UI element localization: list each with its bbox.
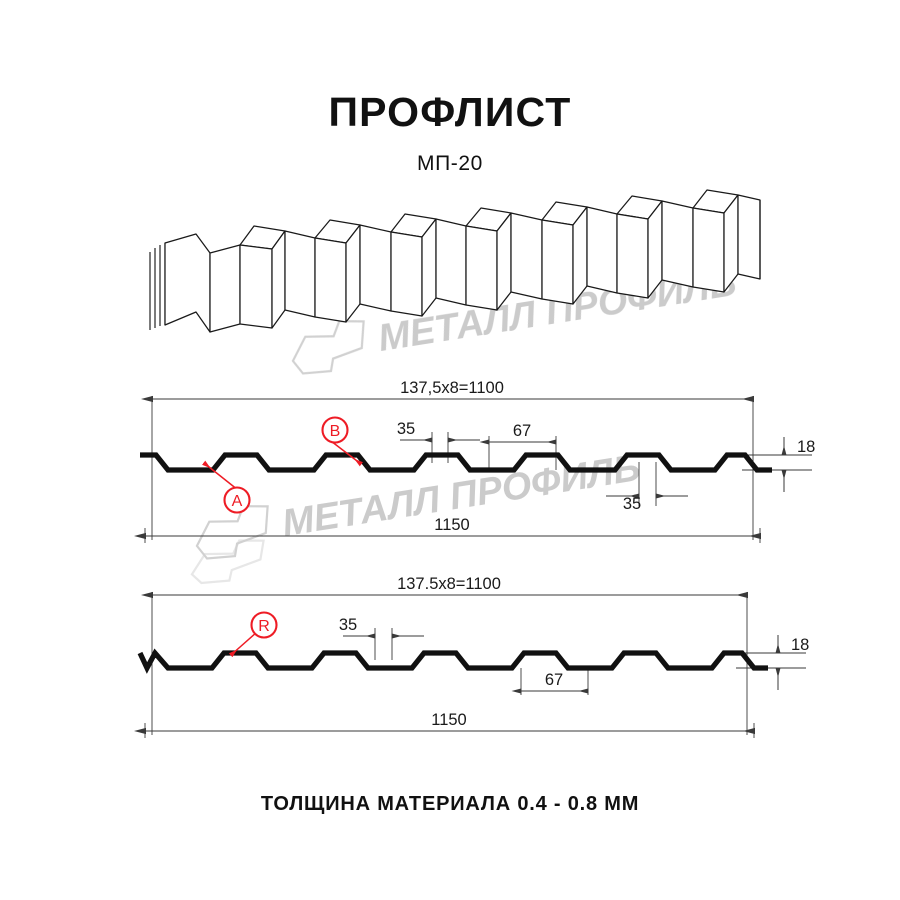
- header: ПРОФЛИСТ МП-20: [0, 0, 900, 176]
- callout-b: B: [321, 416, 363, 467]
- section-top: 137,5x8=1100 1150 35: [134, 379, 815, 543]
- dimension-label-rib-top-width-lower: 35: [623, 495, 641, 513]
- material-thickness-caption: ТОЛЩИНА МАТЕРИАЛА 0.4 - 0.8 ММ: [260, 793, 640, 815]
- watermark-text: МЕТАЛЛ ПРОФИЛЬ: [279, 447, 643, 545]
- dimension-rib-height: 18: [775, 635, 809, 690]
- dimension-overall-width: 1150: [134, 711, 755, 738]
- dimension-label-valley-width: 67: [513, 422, 531, 440]
- dimension-label-rib-top-width: 35: [339, 616, 357, 634]
- sheet-cut-edge: [149, 243, 166, 330]
- dimension-rib-top-width-lower: 35: [606, 493, 688, 513]
- page-title: ПРОФЛИСТ: [328, 89, 572, 135]
- dimension-pitch-total: 137.5x8=1100: [141, 575, 748, 599]
- profile-outline-bottom: [137, 648, 768, 674]
- page-subtitle: МП-20: [417, 152, 483, 175]
- dimension-rib-top-width: 35: [339, 616, 424, 639]
- dimension-rib-top-width: 35: [397, 420, 480, 443]
- callout-a-label: A: [232, 493, 243, 510]
- dimension-label-pitch-total: 137,5x8=1100: [400, 379, 504, 397]
- callout-b-label: B: [330, 423, 341, 440]
- dimension-valley-width: 67: [511, 671, 589, 694]
- dimension-label-valley-width: 67: [545, 671, 563, 689]
- section-bottom: 137.5x8=1100 1150 35: [134, 575, 809, 738]
- metall-profil-logo-icon: [195, 505, 269, 560]
- dimension-pitch-total: 137,5x8=1100: [141, 379, 754, 403]
- dimension-rib-height: 18: [781, 437, 815, 492]
- callout-a-circle: [223, 486, 251, 514]
- callout-a: A: [201, 460, 251, 514]
- isometric-ribs: [164, 189, 761, 333]
- dimension-valley-width: 67: [479, 422, 557, 445]
- watermark-instance: МЕТАЛЛ ПРОФИЛЬ: [291, 262, 739, 375]
- metall-profil-logo-icon: [190, 539, 265, 585]
- callout-b-circle: [321, 416, 349, 444]
- dimension-label-rib-height: 18: [791, 636, 809, 654]
- watermark-instance: [190, 539, 265, 585]
- profile-outline-top: [140, 452, 772, 473]
- callout-r-circle: [250, 611, 278, 639]
- extension-lines: [151, 592, 806, 735]
- dimension-label-pitch-total: 137.5x8=1100: [397, 575, 501, 593]
- extension-lines: [151, 396, 812, 540]
- dimension-label-rib-top-width: 35: [397, 420, 415, 438]
- watermark-instance: МЕТАЛЛ ПРОФИЛЬ: [195, 447, 643, 560]
- dimension-label-overall-width: 1150: [434, 516, 469, 534]
- dimension-overall-width: 1150: [134, 516, 761, 543]
- metall-profil-logo-icon: [291, 320, 365, 375]
- callout-r-label: R: [258, 618, 270, 635]
- dimension-label-overall-width: 1150: [431, 711, 466, 729]
- dimension-label-rib-height: 18: [797, 438, 815, 456]
- watermark-text: МЕТАЛЛ ПРОФИЛЬ: [375, 262, 739, 360]
- isometric-sheet-view: [149, 189, 761, 333]
- callout-r: R: [228, 611, 278, 658]
